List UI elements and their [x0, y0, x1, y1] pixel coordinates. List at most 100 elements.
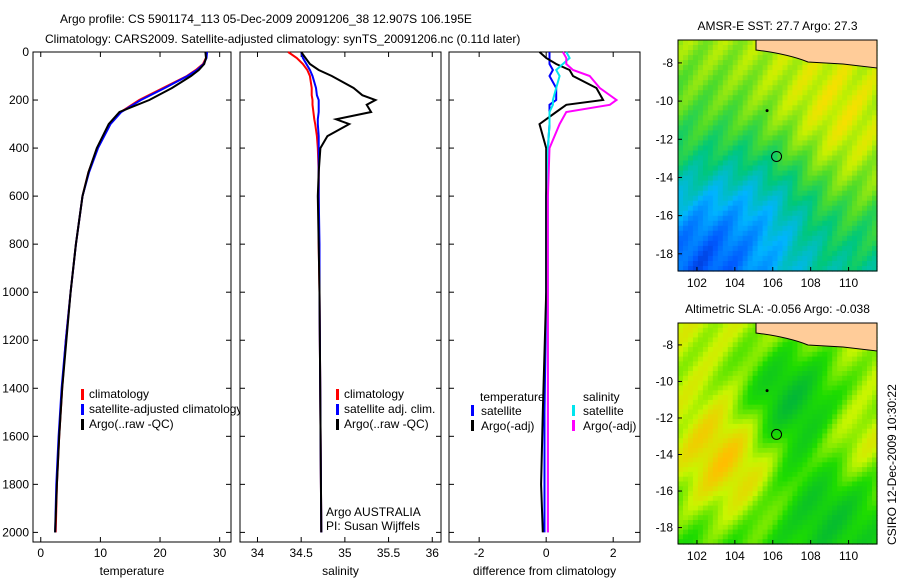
map-cell	[692, 230, 699, 237]
map-cell	[742, 351, 749, 358]
map-cell	[862, 90, 868, 96]
map-cell	[817, 250, 823, 257]
map-cell	[792, 120, 798, 126]
map-cell	[692, 476, 699, 483]
map-cell	[822, 140, 828, 146]
map-cell	[727, 428, 734, 435]
map-cell	[697, 414, 704, 420]
map-cell	[737, 476, 744, 483]
map-cell	[717, 486, 724, 492]
map-cell	[832, 195, 838, 202]
map-cell	[827, 190, 833, 197]
map-cell	[752, 95, 759, 101]
map-cell	[692, 115, 699, 121]
map-cell	[847, 230, 853, 237]
map-cell	[852, 399, 858, 406]
map-cell	[722, 155, 729, 162]
map-cell	[772, 95, 779, 101]
map-cell	[822, 225, 828, 232]
map-cell	[867, 433, 873, 439]
map-cell	[772, 414, 779, 420]
map-cell	[737, 500, 744, 507]
map-cell	[787, 130, 794, 136]
map-cell	[857, 366, 863, 372]
map-cell	[688, 245, 694, 252]
map-cell	[717, 235, 724, 242]
map-cell	[762, 185, 769, 192]
map-cell	[757, 337, 764, 343]
map-cell	[807, 467, 813, 473]
map-cell	[817, 399, 823, 406]
map-cell	[688, 375, 694, 382]
map-cell	[827, 110, 833, 116]
map-cell	[857, 261, 863, 267]
map-cell	[712, 428, 719, 435]
map-cell	[822, 120, 828, 126]
map-cell	[827, 443, 833, 449]
map-cell	[717, 433, 724, 439]
map-cell	[807, 200, 813, 207]
map-cell	[688, 95, 694, 101]
map-cell	[737, 457, 744, 463]
map-cell	[702, 399, 709, 406]
map-cell	[688, 225, 694, 232]
map-cell	[727, 75, 734, 81]
map-cell	[747, 160, 754, 167]
map-cell	[742, 255, 749, 262]
map-cell	[697, 380, 704, 387]
map-cell	[792, 409, 798, 415]
map-cell	[857, 390, 863, 396]
map-cell	[822, 70, 828, 76]
map-cell	[827, 255, 833, 262]
map-cell	[727, 130, 734, 136]
map-cell	[717, 361, 724, 367]
map-cell	[757, 230, 764, 237]
map-cell	[777, 462, 784, 468]
map-cell	[737, 230, 744, 237]
x-axis-label: salinity	[322, 564, 359, 578]
map-cell	[762, 266, 769, 272]
map-cell	[772, 85, 779, 91]
map-cell	[727, 145, 734, 152]
map-cell	[752, 371, 759, 377]
map-cell	[797, 505, 803, 511]
map-cell	[857, 375, 863, 382]
map-cell	[857, 230, 863, 237]
legend-swatch	[572, 420, 575, 431]
map-cell	[857, 491, 863, 497]
map-cell	[832, 235, 838, 242]
map-cell	[787, 529, 794, 535]
map-cell	[717, 380, 724, 387]
map-cell	[787, 361, 794, 367]
map-cell	[812, 520, 818, 526]
map-title: Altimetric SLA: -0.056 Argo: -0.038	[685, 302, 870, 316]
map-cell	[797, 409, 803, 415]
map-cell	[697, 371, 704, 377]
map-cell	[697, 419, 704, 425]
map-cell	[692, 80, 699, 86]
map-cell	[752, 230, 759, 237]
map-cell	[678, 245, 684, 252]
map-cell	[832, 529, 838, 535]
x-tick-label: 110	[839, 276, 858, 290]
map-cell	[792, 65, 798, 71]
map-cell	[732, 491, 739, 497]
map-cell	[732, 100, 739, 106]
map-cell	[802, 125, 808, 131]
map-cell	[812, 404, 818, 411]
map-cell	[847, 399, 853, 406]
map-cell	[857, 75, 863, 81]
map-cell	[678, 110, 684, 116]
map-cell	[692, 60, 699, 66]
map-cell	[683, 255, 689, 262]
map-cell	[782, 433, 789, 439]
map-cell	[837, 496, 843, 502]
map-cell	[852, 486, 858, 492]
map-cell	[817, 428, 823, 435]
map-cell	[777, 524, 784, 531]
map-cell	[767, 409, 774, 415]
map-cell	[688, 140, 694, 146]
map-cell	[782, 510, 789, 516]
map-cell	[722, 170, 729, 177]
map-cell	[782, 155, 789, 162]
